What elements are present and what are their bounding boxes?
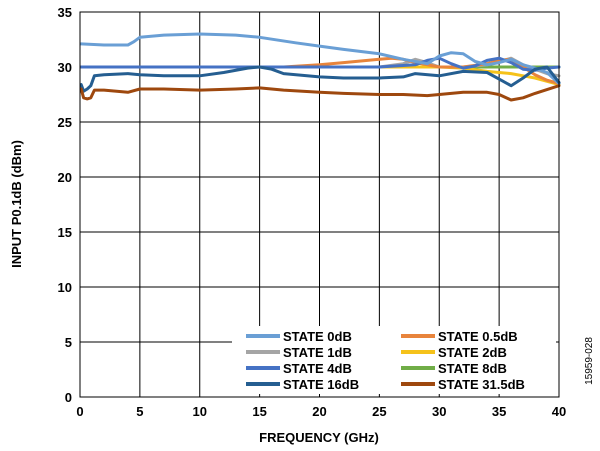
- legend-label: STATE 31.5dB: [438, 377, 525, 392]
- y-tick-label: 20: [58, 170, 72, 185]
- y-tick-labels: 0 5 10 15 20 25 30 35: [58, 5, 72, 405]
- y-tick-label: 5: [65, 335, 72, 350]
- x-tick-label: 40: [552, 404, 566, 419]
- x-tick-label: 0: [76, 404, 83, 419]
- legend-label: STATE 1dB: [283, 345, 352, 360]
- y-tick-label: 25: [58, 115, 72, 130]
- x-tick-label: 35: [492, 404, 506, 419]
- figure-code: 15959-028: [584, 337, 595, 385]
- x-tick-label: 5: [136, 404, 143, 419]
- legend-label: STATE 0dB: [283, 329, 352, 344]
- y-tick-label: 15: [58, 225, 72, 240]
- legend-label: STATE 8dB: [438, 361, 507, 376]
- x-tick-label: 10: [193, 404, 207, 419]
- y-tick-label: 35: [58, 5, 72, 20]
- x-tick-labels: 0 5 10 15 20 25 30 35 40: [76, 404, 566, 419]
- x-tick-label: 30: [432, 404, 446, 419]
- legend-label: STATE 0.5dB: [438, 329, 518, 344]
- series-layer: [81, 34, 559, 100]
- y-tick-label: 0: [65, 390, 72, 405]
- x-axis-title: FREQUENCY (GHz): [259, 430, 379, 445]
- x-tick-label: 25: [372, 404, 386, 419]
- y-tick-label: 30: [58, 60, 72, 75]
- x-tick-label: 20: [312, 404, 326, 419]
- legend-label: STATE 16dB: [283, 377, 359, 392]
- legend-label: STATE 4dB: [283, 361, 352, 376]
- x-tick-label: 15: [252, 404, 266, 419]
- series-line-8: [81, 86, 559, 100]
- legend-label: STATE 2dB: [438, 345, 507, 360]
- y-tick-label: 10: [58, 280, 72, 295]
- y-axis-title: INPUT P0.1dB (dBm): [9, 140, 24, 268]
